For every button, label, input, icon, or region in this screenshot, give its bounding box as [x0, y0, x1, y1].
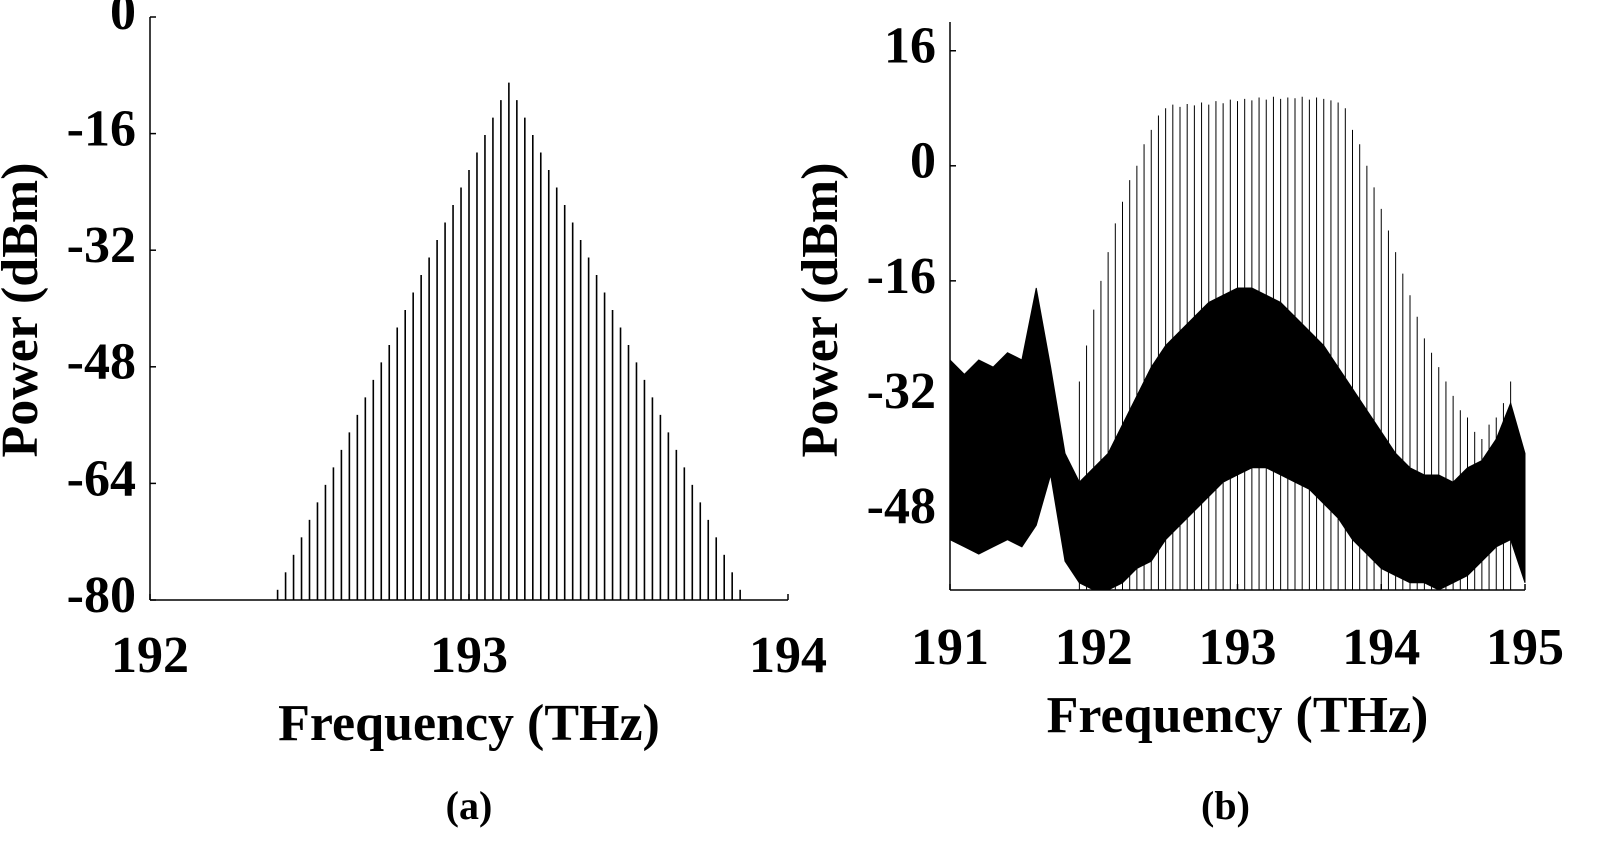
y-tick-label: -64	[67, 450, 136, 507]
y-tick-label: -16	[867, 248, 936, 305]
y-tick-label: -48	[867, 478, 936, 535]
x-tick-label: 194	[749, 627, 827, 684]
x-tick-label: 192	[1055, 619, 1133, 676]
y-tick-label: -16	[67, 101, 136, 158]
x-tick-label: 192	[111, 627, 189, 684]
y-tick-label: -48	[67, 334, 136, 391]
y-tick-label: -32	[67, 217, 136, 274]
x-tick-label: 193	[1199, 619, 1277, 676]
x-tick-label: 191	[911, 619, 989, 676]
x-axis-label: Frequency (THz)	[278, 695, 660, 752]
y-tick-label: -32	[867, 363, 936, 420]
x-tick-label: 193	[430, 627, 508, 684]
y-axis-label: Power (dBm)	[792, 162, 849, 457]
y-tick-label: 0	[110, 0, 136, 41]
x-tick-label: 195	[1486, 619, 1564, 676]
caption: (b)	[1201, 783, 1250, 828]
y-axis-label: Power (dBm)	[0, 162, 49, 457]
x-tick-label: 194	[1342, 619, 1420, 676]
y-tick-label: 0	[910, 133, 936, 190]
caption: (a)	[446, 783, 493, 828]
y-tick-label: 16	[884, 18, 936, 75]
y-tick-label: -80	[67, 567, 136, 624]
x-axis-label: Frequency (THz)	[1047, 687, 1429, 744]
